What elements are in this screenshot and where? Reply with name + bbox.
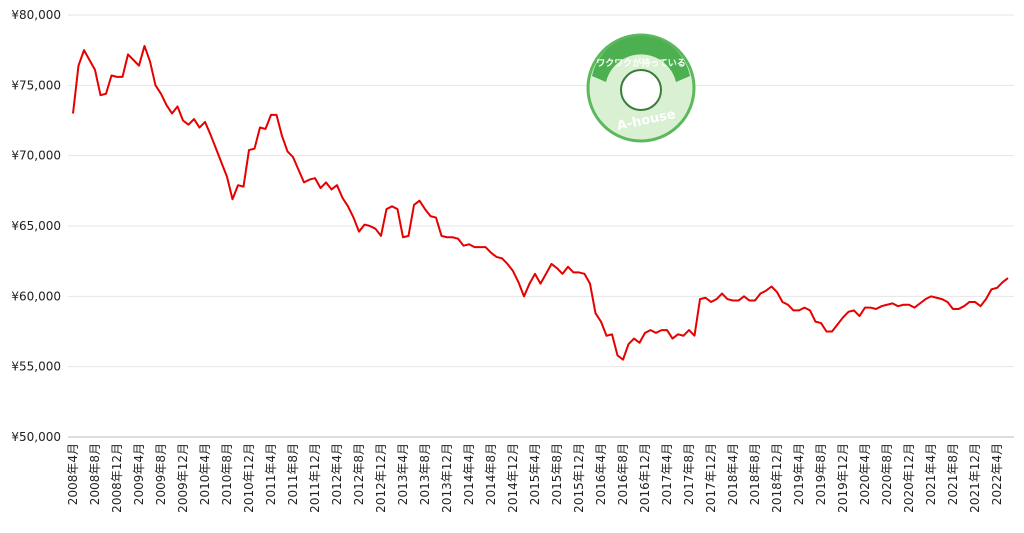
x-tick-label: 2009年12月 [176, 443, 190, 513]
x-tick-label: 2018年8月 [748, 443, 762, 505]
x-tick-label: 2021年12月 [968, 443, 982, 513]
x-tick-label: 2016年4月 [594, 443, 608, 505]
y-tick-label: ¥65,000 [11, 219, 61, 233]
x-tick-label: 2017年4月 [660, 443, 674, 505]
x-tick-label: 2008年8月 [88, 443, 102, 505]
x-tick-label: 2015年8月 [550, 443, 564, 505]
x-tick-label: 2008年12月 [110, 443, 124, 513]
x-tick-label: 2017年8月 [682, 443, 696, 505]
logo-tagline: ワクワクが待っている [596, 57, 686, 69]
x-tick-label: 2011年4月 [264, 443, 278, 505]
y-tick-label: ¥75,000 [11, 78, 61, 92]
logo-band [592, 35, 690, 82]
y-tick-label: ¥60,000 [11, 289, 61, 303]
x-tick-label: 2008年4月 [66, 443, 80, 505]
x-tick-label: 2019年4月 [792, 443, 806, 505]
x-tick-label: 2019年12月 [836, 443, 850, 513]
logo-cat [620, 69, 662, 111]
x-tick-label: 2014年12月 [506, 443, 520, 513]
x-tick-label: 2020年12月 [902, 443, 916, 513]
x-tick-label: 2019年8月 [814, 443, 828, 505]
x-tick-label: 2016年12月 [638, 443, 652, 513]
y-tick-label: ¥50,000 [11, 430, 61, 444]
x-tick-label: 2016年8月 [616, 443, 630, 505]
y-tick-label: ¥55,000 [11, 360, 61, 374]
x-tick-label: 2011年12月 [308, 443, 322, 513]
x-tick-label: 2018年4月 [726, 443, 740, 505]
x-tick-label: 2012年8月 [352, 443, 366, 505]
x-tick-label: 2017年12月 [704, 443, 718, 513]
x-tick-label: 2020年8月 [880, 443, 894, 505]
logo: ワクワクが待っている A-house [586, 33, 696, 143]
data-line [72, 44, 1009, 361]
x-tick-label: 2012年12月 [374, 443, 388, 513]
x-tick-label: 2009年8月 [154, 443, 168, 505]
x-tick-label: 2021年4月 [924, 443, 938, 505]
y-tick-label: ¥70,000 [11, 149, 61, 163]
x-tick-label: 2012年4月 [330, 443, 344, 505]
x-tick-label: 2011年8月 [286, 443, 300, 505]
y-tick-label: ¥80,000 [11, 8, 61, 22]
x-tick-label: 2014年8月 [484, 443, 498, 505]
x-tick-label: 2021年8月 [946, 443, 960, 505]
x-tick-label: 2022年4月 [990, 443, 1004, 505]
x-tick-label: 2009年4月 [132, 443, 146, 505]
x-tick-label: 2013年12月 [440, 443, 454, 513]
x-tick-label: 2010年12月 [242, 443, 256, 513]
x-tick-label: 2010年8月 [220, 443, 234, 505]
x-tick-label: 2015年4月 [528, 443, 542, 505]
x-tick-label: 2018年12月 [770, 443, 784, 513]
x-tick-label: 2013年4月 [396, 443, 410, 505]
x-tick-label: 2010年4月 [198, 443, 212, 505]
x-tick-label: 2020年4月 [858, 443, 872, 505]
x-tick-label: 2015年12月 [572, 443, 586, 513]
x-tick-label: 2014年4月 [462, 443, 476, 505]
x-tick-label: 2013年8月 [418, 443, 432, 505]
